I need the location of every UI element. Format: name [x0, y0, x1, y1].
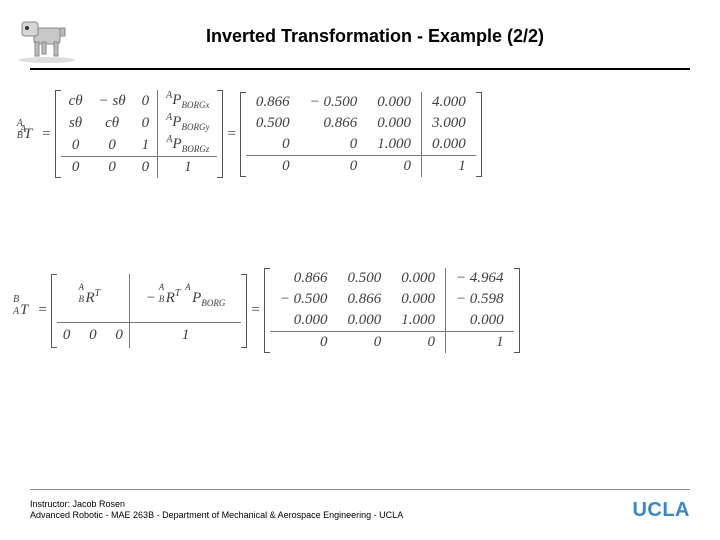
footer-text: Instructor: Jacob Rosen Advanced Robotic…: [30, 499, 403, 522]
equals-sign: =: [227, 126, 235, 143]
ucla-logo: UCLA: [632, 499, 690, 522]
eq2-numeric-matrix: 0.8660.5000.000− 4.964 − 0.5000.8660.000…: [264, 268, 520, 353]
eq1-numeric-matrix: 0.866− 0.5000.0004.000 0.5000.8660.0003.…: [240, 92, 482, 177]
content-area: A A B T = cθ− sθ0 APBORGx sθcθ0 APBORGy: [0, 70, 720, 353]
eq2-symbolic-matrix: A B RT − A B RT A: [51, 274, 248, 348]
eq1-symbolic-matrix: cθ− sθ0 APBORGx sθcθ0 APBORGy 001 APBORG…: [55, 90, 224, 178]
equals-sign: =: [251, 302, 259, 319]
eq1-lhs: A A B T: [20, 126, 32, 143]
slide-title: Inverted Transformation - Example (2/2): [82, 26, 708, 47]
footer: Instructor: Jacob Rosen Advanced Robotic…: [30, 499, 690, 522]
equals-sign: =: [42, 126, 50, 143]
equation-1: A A B T = cθ− sθ0 APBORGx sθcθ0 APBORGy: [20, 90, 700, 178]
instructor-line: Instructor: Jacob Rosen: [30, 499, 403, 511]
equation-2: B A T = A B RT −: [20, 268, 700, 353]
footer-rule: [30, 489, 690, 490]
eq2-lhs: B A T: [20, 302, 28, 319]
course-line: Advanced Robotic - MAE 263B - Department…: [30, 510, 403, 522]
equals-sign: =: [38, 302, 46, 319]
robot-dog-icon: [12, 8, 82, 64]
header: Inverted Transformation - Example (2/2): [0, 0, 720, 64]
